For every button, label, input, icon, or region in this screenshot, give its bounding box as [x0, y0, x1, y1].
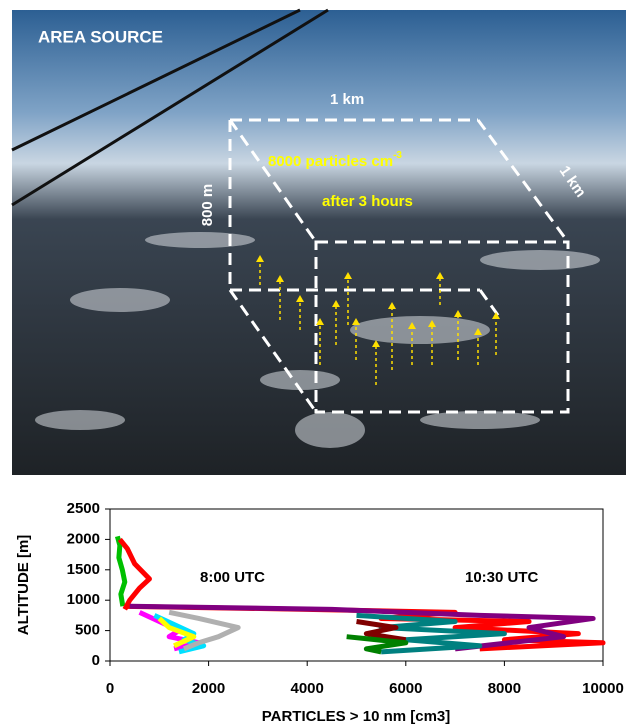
- duration-label: after 3 hours: [322, 193, 413, 210]
- concentration-label: 8000 particles cm-3: [268, 150, 402, 170]
- x-tick-label: 0: [106, 680, 114, 697]
- figure: AREA SOURCE 1 km 8000 particles cm-3 aft…: [0, 0, 638, 728]
- x-tick-label: 10000: [582, 680, 624, 697]
- y-tick-label: 0: [92, 652, 100, 669]
- concentration-exponent: -3: [393, 150, 402, 161]
- y-tick-label: 1000: [67, 591, 100, 608]
- photo-label: AREA SOURCE: [38, 27, 163, 46]
- concentration-text: 8000 particles cm: [268, 153, 393, 170]
- annotation: 8:00 UTC: [200, 569, 265, 586]
- annotation: 10:30 UTC: [465, 569, 539, 586]
- y-tick-label: 2000: [67, 530, 100, 547]
- y-tick-label: 500: [75, 622, 100, 639]
- y-tick-label: 1500: [67, 561, 100, 578]
- height-label: 800 m: [199, 184, 216, 227]
- x-axis-label: PARTICLES > 10 nm [cm3]: [262, 708, 451, 725]
- x-tick-label: 4000: [291, 680, 324, 697]
- y-tick-label: 2500: [67, 500, 100, 517]
- x-tick-label: 8000: [488, 680, 521, 697]
- photo: AREA SOURCE 1 km 8000 particles cm-3 aft…: [12, 10, 626, 475]
- x-tick-label: 6000: [389, 680, 422, 697]
- x-tick-label: 2000: [192, 680, 225, 697]
- width-label: 1 km: [330, 91, 364, 108]
- y-axis-label: ALTITUDE [m]: [15, 535, 32, 636]
